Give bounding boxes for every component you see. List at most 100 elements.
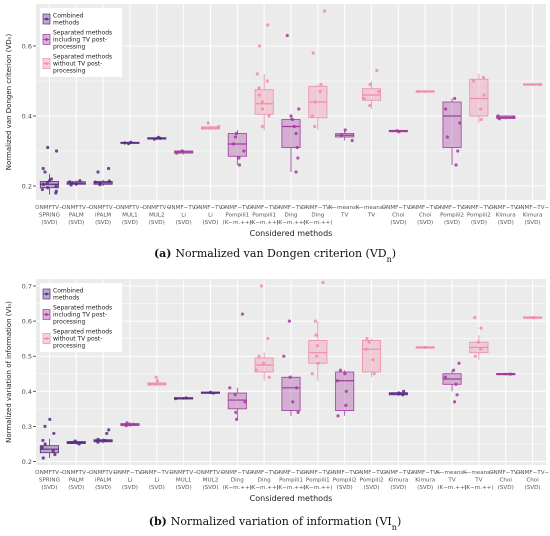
data-point (316, 361, 320, 365)
legend-label: including TV post- (53, 312, 107, 319)
x-tick-label: ONMF−TV− (409, 470, 443, 476)
x-tick-label: (K−m.++) (276, 485, 305, 491)
data-point (314, 333, 318, 337)
x-tick-label: Ding (258, 478, 271, 484)
data-point (481, 75, 486, 80)
data-point (318, 89, 322, 94)
data-point (266, 337, 270, 341)
data-point (208, 390, 213, 394)
x-tick-label: Ding (285, 213, 298, 219)
data-point (338, 368, 343, 372)
x-tick-label: Kimura (496, 213, 516, 219)
data-point (43, 170, 47, 174)
data-point (74, 182, 78, 186)
data-point (343, 372, 347, 376)
y-tick-label: 0.4 (22, 113, 32, 121)
box-14 (388, 129, 408, 134)
x-tick-label: (SVD) (149, 220, 165, 226)
data-point (291, 400, 295, 404)
data-point (123, 141, 127, 145)
box-16 (442, 361, 462, 404)
data-point (456, 149, 460, 153)
data-point (96, 170, 100, 174)
x-tick-label: TV (447, 478, 455, 484)
x-tick-label: ONMFTV− (169, 470, 198, 476)
x-tick-label: ONMF−TV− (248, 205, 282, 211)
data-point (232, 142, 236, 146)
data-point (372, 372, 376, 376)
x-tick-label: (K−m.++) (276, 220, 305, 226)
legend-box (40, 8, 122, 77)
box-2 (66, 179, 86, 187)
box-5 (147, 375, 167, 387)
data-point (103, 438, 107, 443)
data-point (336, 414, 340, 418)
data-point (368, 103, 372, 108)
data-point (473, 316, 477, 320)
x-tick-label: PALM (69, 213, 84, 219)
x-tick-label: (SVD) (41, 485, 57, 491)
data-point (453, 96, 457, 101)
x-tick-label: (K−m.++) (437, 485, 466, 491)
y-tick-label: 0.2 (22, 183, 32, 191)
legend-label: Combined (53, 288, 84, 295)
data-point (315, 344, 319, 348)
legend-box (40, 283, 122, 352)
x-tick-label: Pompili2 (333, 478, 357, 484)
x-tick-label: (SVD) (498, 220, 514, 226)
x-tick-label: (SVD) (122, 485, 138, 491)
box-5 (147, 135, 167, 141)
box-11 (308, 9, 328, 130)
data-point (476, 340, 480, 344)
box-19 (523, 316, 543, 320)
legend-label: methods (53, 295, 79, 302)
data-point (93, 180, 97, 184)
data-point (313, 100, 317, 104)
data-point (148, 382, 152, 386)
x-tick-label: ONMF−TV− (516, 470, 550, 476)
data-point (288, 375, 292, 379)
x-tick-label: K−means− (329, 205, 361, 211)
data-point (454, 163, 458, 167)
data-point (458, 121, 462, 125)
data-point (78, 179, 82, 183)
data-point (260, 107, 265, 111)
data-point (322, 9, 327, 13)
data-point (343, 128, 347, 132)
x-tick-label: ONMF−TV− (274, 470, 308, 476)
data-point (538, 82, 542, 87)
x-tick-label: ONMF−TV− (221, 470, 255, 476)
data-point (402, 389, 406, 393)
box-19 (523, 82, 543, 87)
x-tick-label: (K−m.++) (223, 485, 252, 491)
box-7 (200, 121, 221, 130)
data-point (416, 89, 420, 94)
data-point (41, 182, 46, 186)
x-tick-label: ONMF−TV− (194, 205, 228, 211)
x-tick-label: Choi (526, 478, 539, 484)
legend-label: processing (53, 319, 86, 326)
y-tick-label: 0.3 (22, 423, 32, 431)
data-point (479, 107, 483, 111)
x-tick-label: K−means− (463, 470, 495, 476)
data-point (261, 361, 266, 365)
x-tick-label: (SVD) (444, 220, 460, 226)
data-point (125, 421, 129, 425)
legend-swatch-dot (45, 337, 48, 340)
data-point (152, 137, 156, 141)
legend-label: Separated methods (53, 305, 112, 312)
caption-text: Normalized van Dongen criterion (VD (175, 247, 386, 260)
box-2 (66, 439, 86, 446)
x-tick-label: (SVD) (122, 220, 138, 226)
x-tick-label: TV (474, 478, 482, 484)
caption-close: ) (392, 247, 396, 260)
x-tick-label: (SVD) (95, 220, 111, 226)
x-tick-label: ONMFTV− (89, 205, 118, 211)
legend-swatch-dot (45, 62, 48, 65)
x-tick-label: ONMF−TV− (409, 205, 443, 211)
data-point (295, 386, 299, 390)
x-tick-label: ONMF−TV− (140, 470, 174, 476)
data-point (257, 44, 262, 48)
x-tick-label: (SVD) (525, 485, 541, 491)
